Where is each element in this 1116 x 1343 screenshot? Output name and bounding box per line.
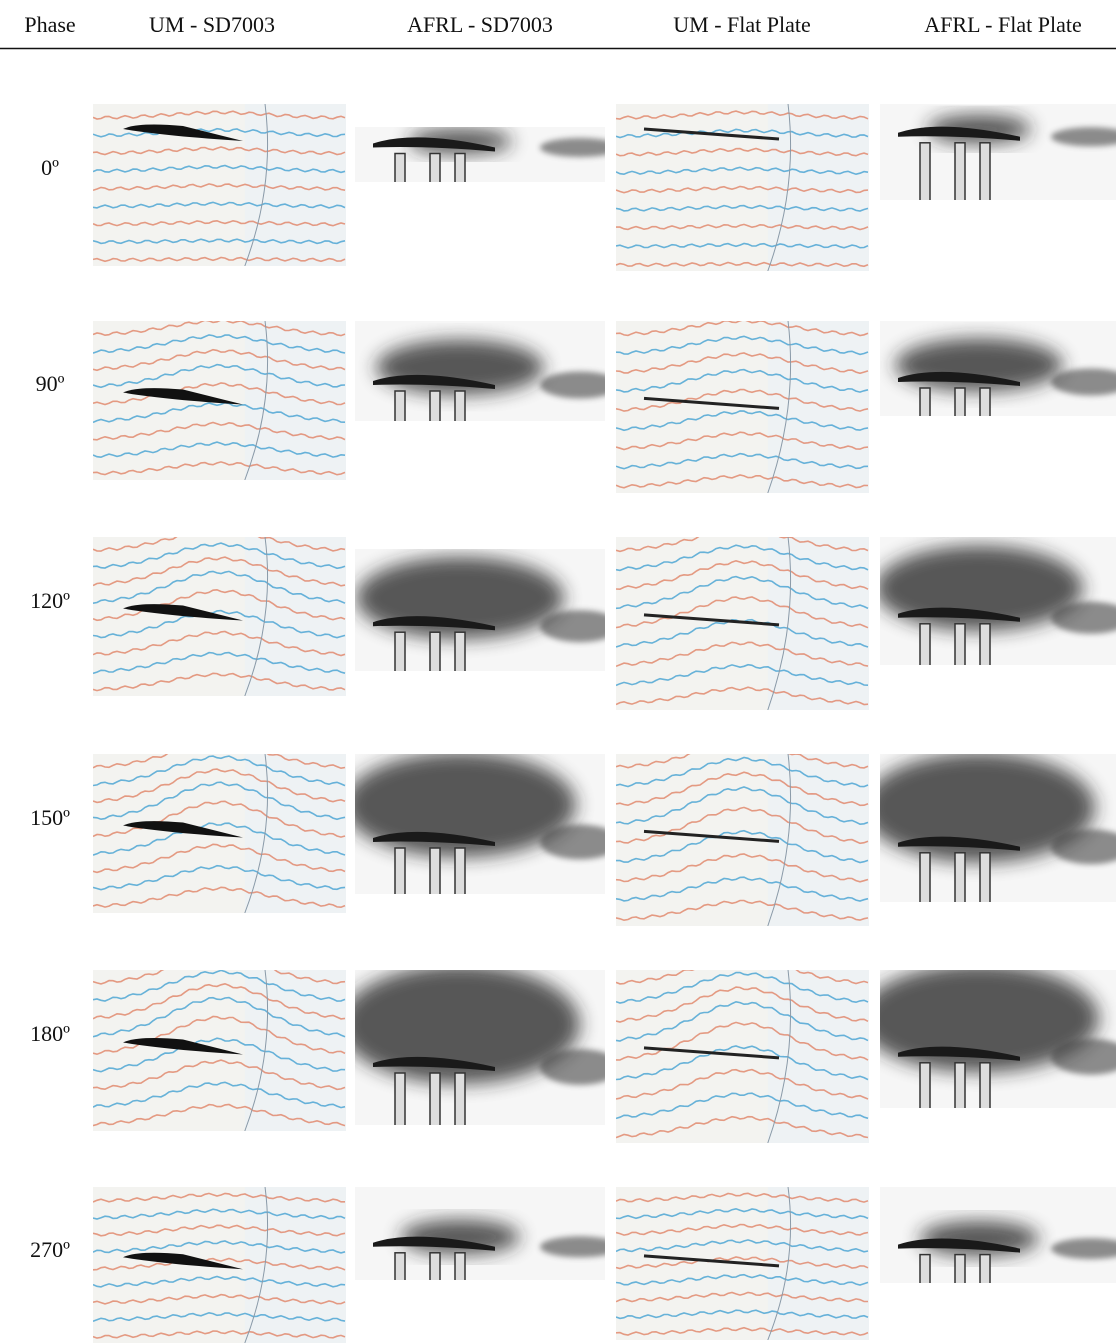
support [955, 388, 965, 483]
support [455, 391, 465, 491]
image-content [616, 320, 869, 493]
support [980, 143, 990, 239]
flow-image [863, 753, 1116, 1001]
image-content [859, 964, 1116, 1201]
support [455, 632, 465, 754]
image-content [875, 537, 1116, 752]
flow-image [93, 104, 346, 266]
flow-image [355, 127, 620, 209]
phase-label: 120º [30, 588, 70, 613]
image-content [355, 549, 620, 754]
support [920, 143, 930, 239]
phase-label: 150º [30, 805, 70, 830]
image-content [355, 127, 620, 209]
flow-image [93, 957, 346, 1131]
flow-image [616, 743, 869, 926]
wake [540, 138, 620, 157]
support [980, 1063, 990, 1201]
flow-image [355, 321, 620, 491]
support [395, 848, 405, 988]
support [455, 154, 465, 209]
image-content [93, 957, 346, 1131]
image-content [863, 753, 1116, 1001]
image-content [93, 529, 346, 696]
image-content [880, 321, 1116, 483]
support [430, 1253, 440, 1343]
support [430, 632, 440, 754]
support [395, 154, 405, 209]
support [920, 388, 930, 483]
support [430, 848, 440, 988]
support [920, 1255, 930, 1343]
figure: Phase UM - SD7003 AFRL - SD7003 UM - Flat P… [0, 0, 1116, 1343]
phase-label: 180º [30, 1021, 70, 1046]
support [430, 154, 440, 209]
image-content [616, 958, 869, 1143]
flow-image [616, 320, 869, 493]
image-content [355, 321, 620, 491]
support [955, 1255, 965, 1343]
image-content [880, 1187, 1116, 1343]
flow-image [93, 1187, 346, 1343]
image-content [616, 530, 869, 710]
image-content [344, 752, 620, 988]
flow-image [93, 529, 346, 696]
support [430, 391, 440, 491]
flow-image [355, 549, 620, 754]
flow-image [616, 958, 869, 1143]
support [395, 391, 405, 491]
flow-image [859, 964, 1116, 1201]
flow-image [880, 1187, 1116, 1343]
column-header: UM - Flat Plate [673, 12, 811, 37]
smoke [376, 340, 544, 395]
phase-label: 90º [36, 371, 65, 396]
image-content [880, 104, 1116, 239]
column-header: UM - SD7003 [149, 12, 275, 37]
smoke [895, 338, 1063, 391]
flow-image [875, 537, 1116, 752]
phase-label: 270º [30, 1237, 70, 1262]
wake [540, 372, 620, 399]
flow-image [344, 752, 620, 988]
image-content [93, 104, 346, 266]
image-content [616, 743, 869, 926]
flow-image [880, 104, 1116, 239]
support [980, 1255, 990, 1343]
image-content [93, 320, 346, 480]
flow-image [355, 1187, 620, 1343]
flow-image [880, 321, 1116, 483]
image-content [93, 743, 346, 914]
support [455, 1253, 465, 1343]
support [955, 1063, 965, 1201]
support [955, 143, 965, 239]
support [980, 624, 990, 752]
support [920, 624, 930, 752]
wake [540, 825, 620, 860]
wake [540, 1049, 620, 1085]
column-header: AFRL - Flat Plate [924, 12, 1081, 37]
support [395, 1253, 405, 1343]
support [920, 1063, 930, 1201]
image-content [616, 1187, 869, 1340]
column-header: Phase [24, 12, 75, 37]
support [980, 388, 990, 483]
flow-image [616, 104, 869, 271]
support [395, 632, 405, 754]
flow-image [93, 320, 346, 480]
flow-image [616, 1187, 869, 1340]
column-header: AFRL - SD7003 [407, 12, 553, 37]
wake [540, 610, 620, 642]
flow-image [616, 530, 869, 710]
image-content [93, 1187, 346, 1343]
wake [540, 1236, 620, 1257]
support [955, 624, 965, 752]
image-content [616, 104, 869, 271]
image-content [355, 1187, 620, 1343]
flow-image [93, 743, 346, 914]
support [455, 848, 465, 988]
phase-label: 0º [41, 155, 59, 180]
